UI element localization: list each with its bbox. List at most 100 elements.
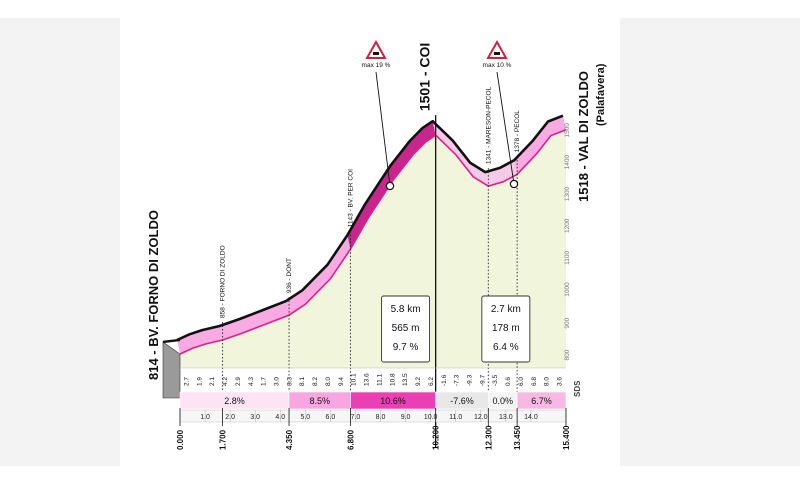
gradient-label: -1.6 (441, 374, 448, 386)
gpm-triangle-icon (486, 39, 508, 59)
climb-stats-box (381, 295, 431, 363)
gradient-label: 2.9 (235, 377, 242, 386)
gradient-band-label: 2.8% (224, 396, 245, 406)
climb-stat-value: 5.8 km (391, 304, 421, 315)
gradient-label: 9.2 (415, 377, 422, 386)
profile-outline (176, 114, 564, 342)
start-edge (162, 338, 181, 344)
gradient-label: 8.1 (299, 377, 306, 386)
key-distance-label: 12.300 (484, 425, 493, 450)
profile-side-wall (162, 341, 181, 399)
finish-sublabel: (Palafavera) (595, 63, 607, 126)
sds-logo: SDS (573, 380, 582, 397)
gradient-label: 13.5 (402, 373, 409, 386)
gradient-label: 3.6 (557, 377, 564, 386)
gradient-label: 3.0 (274, 377, 281, 386)
waypoint-label: 1143 - BV. PER COI (347, 169, 354, 227)
waypoint-label: 1378 - PECOL (514, 110, 521, 153)
gradient-label: 8.0 (325, 377, 332, 386)
ribbon-segment (432, 121, 489, 187)
gradient-label: 4.2 (222, 377, 229, 386)
key-distance-label: 13.450 (513, 425, 522, 450)
y-tick-label: 1000 (564, 282, 571, 297)
km-tick-label: 11.0 (449, 414, 462, 421)
y-tick-label: 800 (564, 349, 571, 360)
km-tick-label: 10.0 (424, 414, 438, 421)
km-tick-label: 13.0 (499, 414, 513, 421)
y-tick-label: 1100 (564, 251, 571, 265)
key-distance-label: 15.400 (562, 425, 571, 450)
gpm-label: max 10 % (483, 62, 512, 69)
start-label: 814 - BV. FORNO DI ZOLDO (146, 210, 161, 380)
climb-stats-box (481, 295, 531, 363)
ribbon-segment (485, 160, 518, 187)
km-tick-label: 8.0 (376, 414, 386, 421)
gradient-label: -7.3 (454, 374, 461, 386)
gradient-band-label: -7.6% (450, 396, 474, 406)
km-tick-label: 14.0 (524, 414, 538, 421)
gradient-band-label: 8.5% (309, 396, 330, 406)
km-tick-label: 9.0 (401, 414, 411, 421)
gradient-label: 1.7 (261, 377, 268, 386)
gradient-label: 6.8 (531, 377, 538, 386)
gradient-band-label: 6.7% (531, 396, 552, 406)
ribbon-segment (514, 115, 566, 175)
y-tick-label: 1500 (564, 123, 571, 138)
gradient-label: -9.3 (467, 374, 474, 386)
km-tick-label: 6.0 (326, 414, 336, 421)
gradient-label: 10.8 (389, 373, 396, 386)
key-distance-label: 6.800 (346, 429, 355, 450)
left-margin-panel (0, 18, 120, 466)
climb-stat-value: 565 m (392, 323, 420, 334)
gpm-point-marker (385, 181, 395, 191)
gradient-band-segment (516, 391, 567, 410)
gradient-label: 6.2 (428, 377, 435, 386)
waypoint-label: 858 - FORNO DI ZOLDO (220, 245, 227, 318)
gradient-label: -3.5 (492, 374, 499, 386)
summit-label: 1501 - COI (417, 43, 433, 111)
gradient-label: 8.2 (312, 377, 319, 386)
km-tick-label: 3.0 (250, 414, 260, 421)
km-tick-label: 5.0 (300, 414, 310, 421)
gradient-label: 4.3 (248, 377, 255, 386)
gradient-label: 6.0 (518, 377, 525, 386)
gpm-climb-glyph (494, 52, 500, 55)
gradient-label: 13.6 (364, 373, 371, 386)
gradient-label: 2.7 (183, 377, 190, 386)
key-distance-label: 1.700 (219, 429, 228, 450)
key-distance-label: 0.000 (176, 429, 185, 450)
profile-area (180, 129, 566, 368)
y-tick-label: 1300 (564, 186, 571, 201)
gpm-triangle-icon (365, 39, 387, 59)
waypoint-label: 1341 - MARESON-PECOL (485, 86, 492, 164)
gradient-band-label: 0.0% (492, 396, 513, 406)
km-tick-label: 2.0 (225, 414, 235, 421)
gradient-label: 0.6 (505, 377, 512, 386)
y-tick-label: 900 (564, 317, 571, 328)
km-tick-label: 4.0 (275, 414, 285, 421)
climb-stat-value: 6.4 % (493, 342, 519, 353)
km-tick-label: 12.0 (474, 414, 488, 421)
climb-stat-value: 2.7 km (491, 304, 521, 315)
key-distance-label: 10.200 (432, 425, 441, 450)
gradient-label: 8.0 (544, 377, 551, 386)
climb-stat-value: 9.7 % (393, 342, 419, 353)
gradient-label: 11.1 (376, 373, 383, 386)
gradient-band-label: 10.6% (380, 396, 406, 406)
gradient-label: 9.4 (338, 377, 345, 386)
climb-stat-value: 178 m (492, 323, 520, 334)
gradient-label: 1.9 (196, 377, 203, 386)
gradient-label: -9.7 (479, 374, 486, 386)
key-distance-label: 4.350 (285, 429, 294, 450)
gpm-point-marker (509, 179, 519, 189)
gpm-pointer-line (496, 71, 515, 185)
y-tick-label: 1400 (564, 154, 571, 169)
gradient-label: 2.1 (209, 377, 216, 386)
gradient-label: 3.3 (286, 377, 293, 386)
gpm-pointer-line (375, 71, 391, 187)
finish-label: 1518 - VAL DI ZOLDO (576, 71, 591, 202)
gpm-climb-glyph (373, 52, 379, 55)
gradient-label: 10.1 (351, 373, 358, 386)
gpm-label: max 19 % (362, 62, 391, 69)
